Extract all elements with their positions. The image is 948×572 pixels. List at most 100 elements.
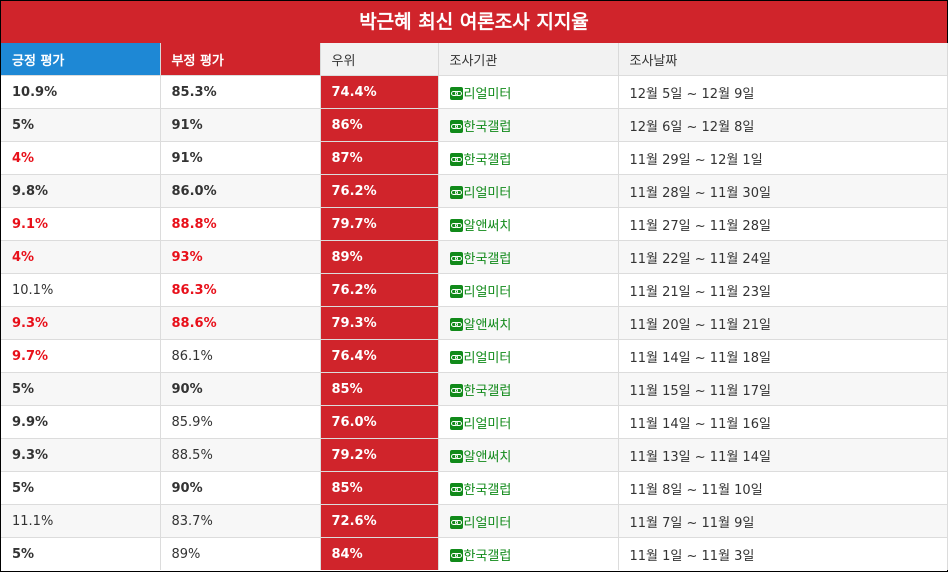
- organization-link[interactable]: 리얼미터: [463, 350, 512, 366]
- organization-link[interactable]: 한국갤럽: [463, 548, 512, 564]
- positive-cell: 9.9%: [1, 405, 161, 439]
- link-icon[interactable]: [449, 86, 463, 100]
- link-icon[interactable]: [449, 383, 463, 397]
- organization-link[interactable]: 리얼미터: [463, 515, 512, 531]
- positive-cell: 9.1%: [1, 207, 161, 241]
- date-cell: 11월 22일 ~ 11월 24일: [618, 240, 948, 274]
- link-icon[interactable]: [449, 284, 463, 298]
- lead-cell: 85%: [320, 471, 439, 505]
- negative-cell: 93%: [160, 240, 321, 274]
- organization-cell[interactable]: 알앤써치: [438, 438, 619, 472]
- positive-cell: 10.1%: [1, 273, 161, 307]
- lead-cell: 76.2%: [320, 174, 439, 208]
- negative-cell: 91%: [160, 108, 321, 142]
- link-icon[interactable]: [449, 350, 463, 364]
- link-icon[interactable]: [449, 482, 463, 496]
- lead-cell: 79.2%: [320, 438, 439, 472]
- link-icon[interactable]: [449, 185, 463, 199]
- table-row: 5% 89% 84% 한국갤럽 11월 1일 ~ 11월 3일: [1, 537, 948, 570]
- lead-cell: 87%: [320, 141, 439, 175]
- header-positive: 긍정 평가: [1, 43, 161, 76]
- organization-link[interactable]: 알앤써치: [463, 317, 512, 333]
- negative-cell: 85.9%: [160, 405, 321, 439]
- organization-link[interactable]: 한국갤럽: [463, 383, 512, 399]
- link-icon[interactable]: [449, 119, 463, 133]
- organization-cell[interactable]: 리얼미터: [438, 339, 619, 373]
- organization-link[interactable]: 리얼미터: [463, 86, 512, 102]
- organization-cell[interactable]: 알앤써치: [438, 207, 619, 241]
- organization-cell[interactable]: 알앤써치: [438, 306, 619, 340]
- organization-link[interactable]: 한국갤럽: [463, 251, 512, 267]
- organization-cell[interactable]: 리얼미터: [438, 174, 619, 208]
- organization-cell[interactable]: 한국갤럽: [438, 240, 619, 274]
- link-icon[interactable]: [449, 317, 463, 331]
- organization-link[interactable]: 한국갤럽: [463, 152, 512, 168]
- link-icon[interactable]: [449, 251, 463, 265]
- table-row: 4% 93% 89% 한국갤럽 11월 22일 ~ 11월 24일: [1, 240, 948, 274]
- link-icon[interactable]: [449, 449, 463, 463]
- table-row: 10.1% 86.3% 76.2% 리얼미터 11월 21일 ~ 11월 23일: [1, 273, 948, 307]
- positive-cell: 9.7%: [1, 339, 161, 373]
- date-cell: 12월 5일 ~ 12월 9일: [618, 75, 948, 109]
- organization-link[interactable]: 알앤써치: [463, 218, 512, 234]
- date-cell: 11월 1일 ~ 11월 3일: [618, 537, 948, 570]
- lead-cell: 76.4%: [320, 339, 439, 373]
- organization-link[interactable]: 알앤써치: [463, 449, 512, 465]
- header-date: 조사날짜: [618, 43, 948, 76]
- negative-cell: 91%: [160, 141, 321, 175]
- organization-cell[interactable]: 한국갤럽: [438, 372, 619, 406]
- table-row: 11.1% 83.7% 72.6% 리얼미터 11월 7일 ~ 11월 9일: [1, 504, 948, 538]
- table-row: 5% 91% 86% 한국갤럽 12월 6일 ~ 12월 8일: [1, 108, 948, 142]
- negative-cell: 86.3%: [160, 273, 321, 307]
- negative-cell: 85.3%: [160, 75, 321, 109]
- lead-cell: 76.0%: [320, 405, 439, 439]
- negative-cell: 86.0%: [160, 174, 321, 208]
- table-row: 10.9% 85.3% 74.4% 리얼미터 12월 5일 ~ 12월 9일: [1, 75, 948, 109]
- table-row: 9.1% 88.8% 79.7% 알앤써치 11월 27일 ~ 11월 28일: [1, 207, 948, 241]
- organization-cell[interactable]: 리얼미터: [438, 405, 619, 439]
- lead-cell: 86%: [320, 108, 439, 142]
- table-row: 9.7% 86.1% 76.4% 리얼미터 11월 14일 ~ 11월 18일: [1, 339, 948, 373]
- organization-cell[interactable]: 한국갤럽: [438, 471, 619, 505]
- organization-link[interactable]: 한국갤럽: [463, 119, 512, 135]
- negative-cell: 86.1%: [160, 339, 321, 373]
- positive-cell: 9.3%: [1, 306, 161, 340]
- lead-cell: 72.6%: [320, 504, 439, 538]
- organization-cell[interactable]: 리얼미터: [438, 504, 619, 538]
- organization-link[interactable]: 리얼미터: [463, 185, 512, 201]
- organization-cell[interactable]: 한국갤럽: [438, 141, 619, 175]
- organization-cell[interactable]: 한국갤럽: [438, 537, 619, 570]
- positive-cell: 5%: [1, 372, 161, 406]
- link-icon[interactable]: [449, 515, 463, 529]
- table-row: 9.9% 85.9% 76.0% 리얼미터 11월 14일 ~ 11월 16일: [1, 405, 948, 439]
- organization-link[interactable]: 리얼미터: [463, 416, 512, 432]
- date-cell: 11월 7일 ~ 11월 9일: [618, 504, 948, 538]
- lead-cell: 85%: [320, 372, 439, 406]
- positive-cell: 5%: [1, 537, 161, 570]
- date-cell: 11월 15일 ~ 11월 17일: [618, 372, 948, 406]
- positive-cell: 4%: [1, 141, 161, 175]
- organization-link[interactable]: 리얼미터: [463, 284, 512, 300]
- lead-cell: 79.3%: [320, 306, 439, 340]
- date-cell: 11월 21일 ~ 11월 23일: [618, 273, 948, 307]
- header-lead: 우위: [320, 43, 439, 76]
- date-cell: 12월 6일 ~ 12월 8일: [618, 108, 948, 142]
- table-row: 9.3% 88.5% 79.2% 알앤써치 11월 13일 ~ 11월 14일: [1, 438, 948, 472]
- positive-cell: 10.9%: [1, 75, 161, 109]
- negative-cell: 90%: [160, 372, 321, 406]
- positive-cell: 9.8%: [1, 174, 161, 208]
- link-icon[interactable]: [449, 548, 463, 562]
- link-icon[interactable]: [449, 218, 463, 232]
- table-row: 5% 90% 85% 한국갤럽 11월 8일 ~ 11월 10일: [1, 471, 948, 505]
- link-icon[interactable]: [449, 152, 463, 166]
- header-negative: 부정 평가: [160, 43, 321, 76]
- organization-cell[interactable]: 리얼미터: [438, 273, 619, 307]
- link-icon[interactable]: [449, 416, 463, 430]
- lead-cell: 79.7%: [320, 207, 439, 241]
- organization-cell[interactable]: 리얼미터: [438, 75, 619, 109]
- organization-link[interactable]: 한국갤럽: [463, 482, 512, 498]
- organization-cell[interactable]: 한국갤럽: [438, 108, 619, 142]
- table-row: 5% 90% 85% 한국갤럽 11월 15일 ~ 11월 17일: [1, 372, 948, 406]
- table-row: 9.8% 86.0% 76.2% 리얼미터 11월 28일 ~ 11월 30일: [1, 174, 948, 208]
